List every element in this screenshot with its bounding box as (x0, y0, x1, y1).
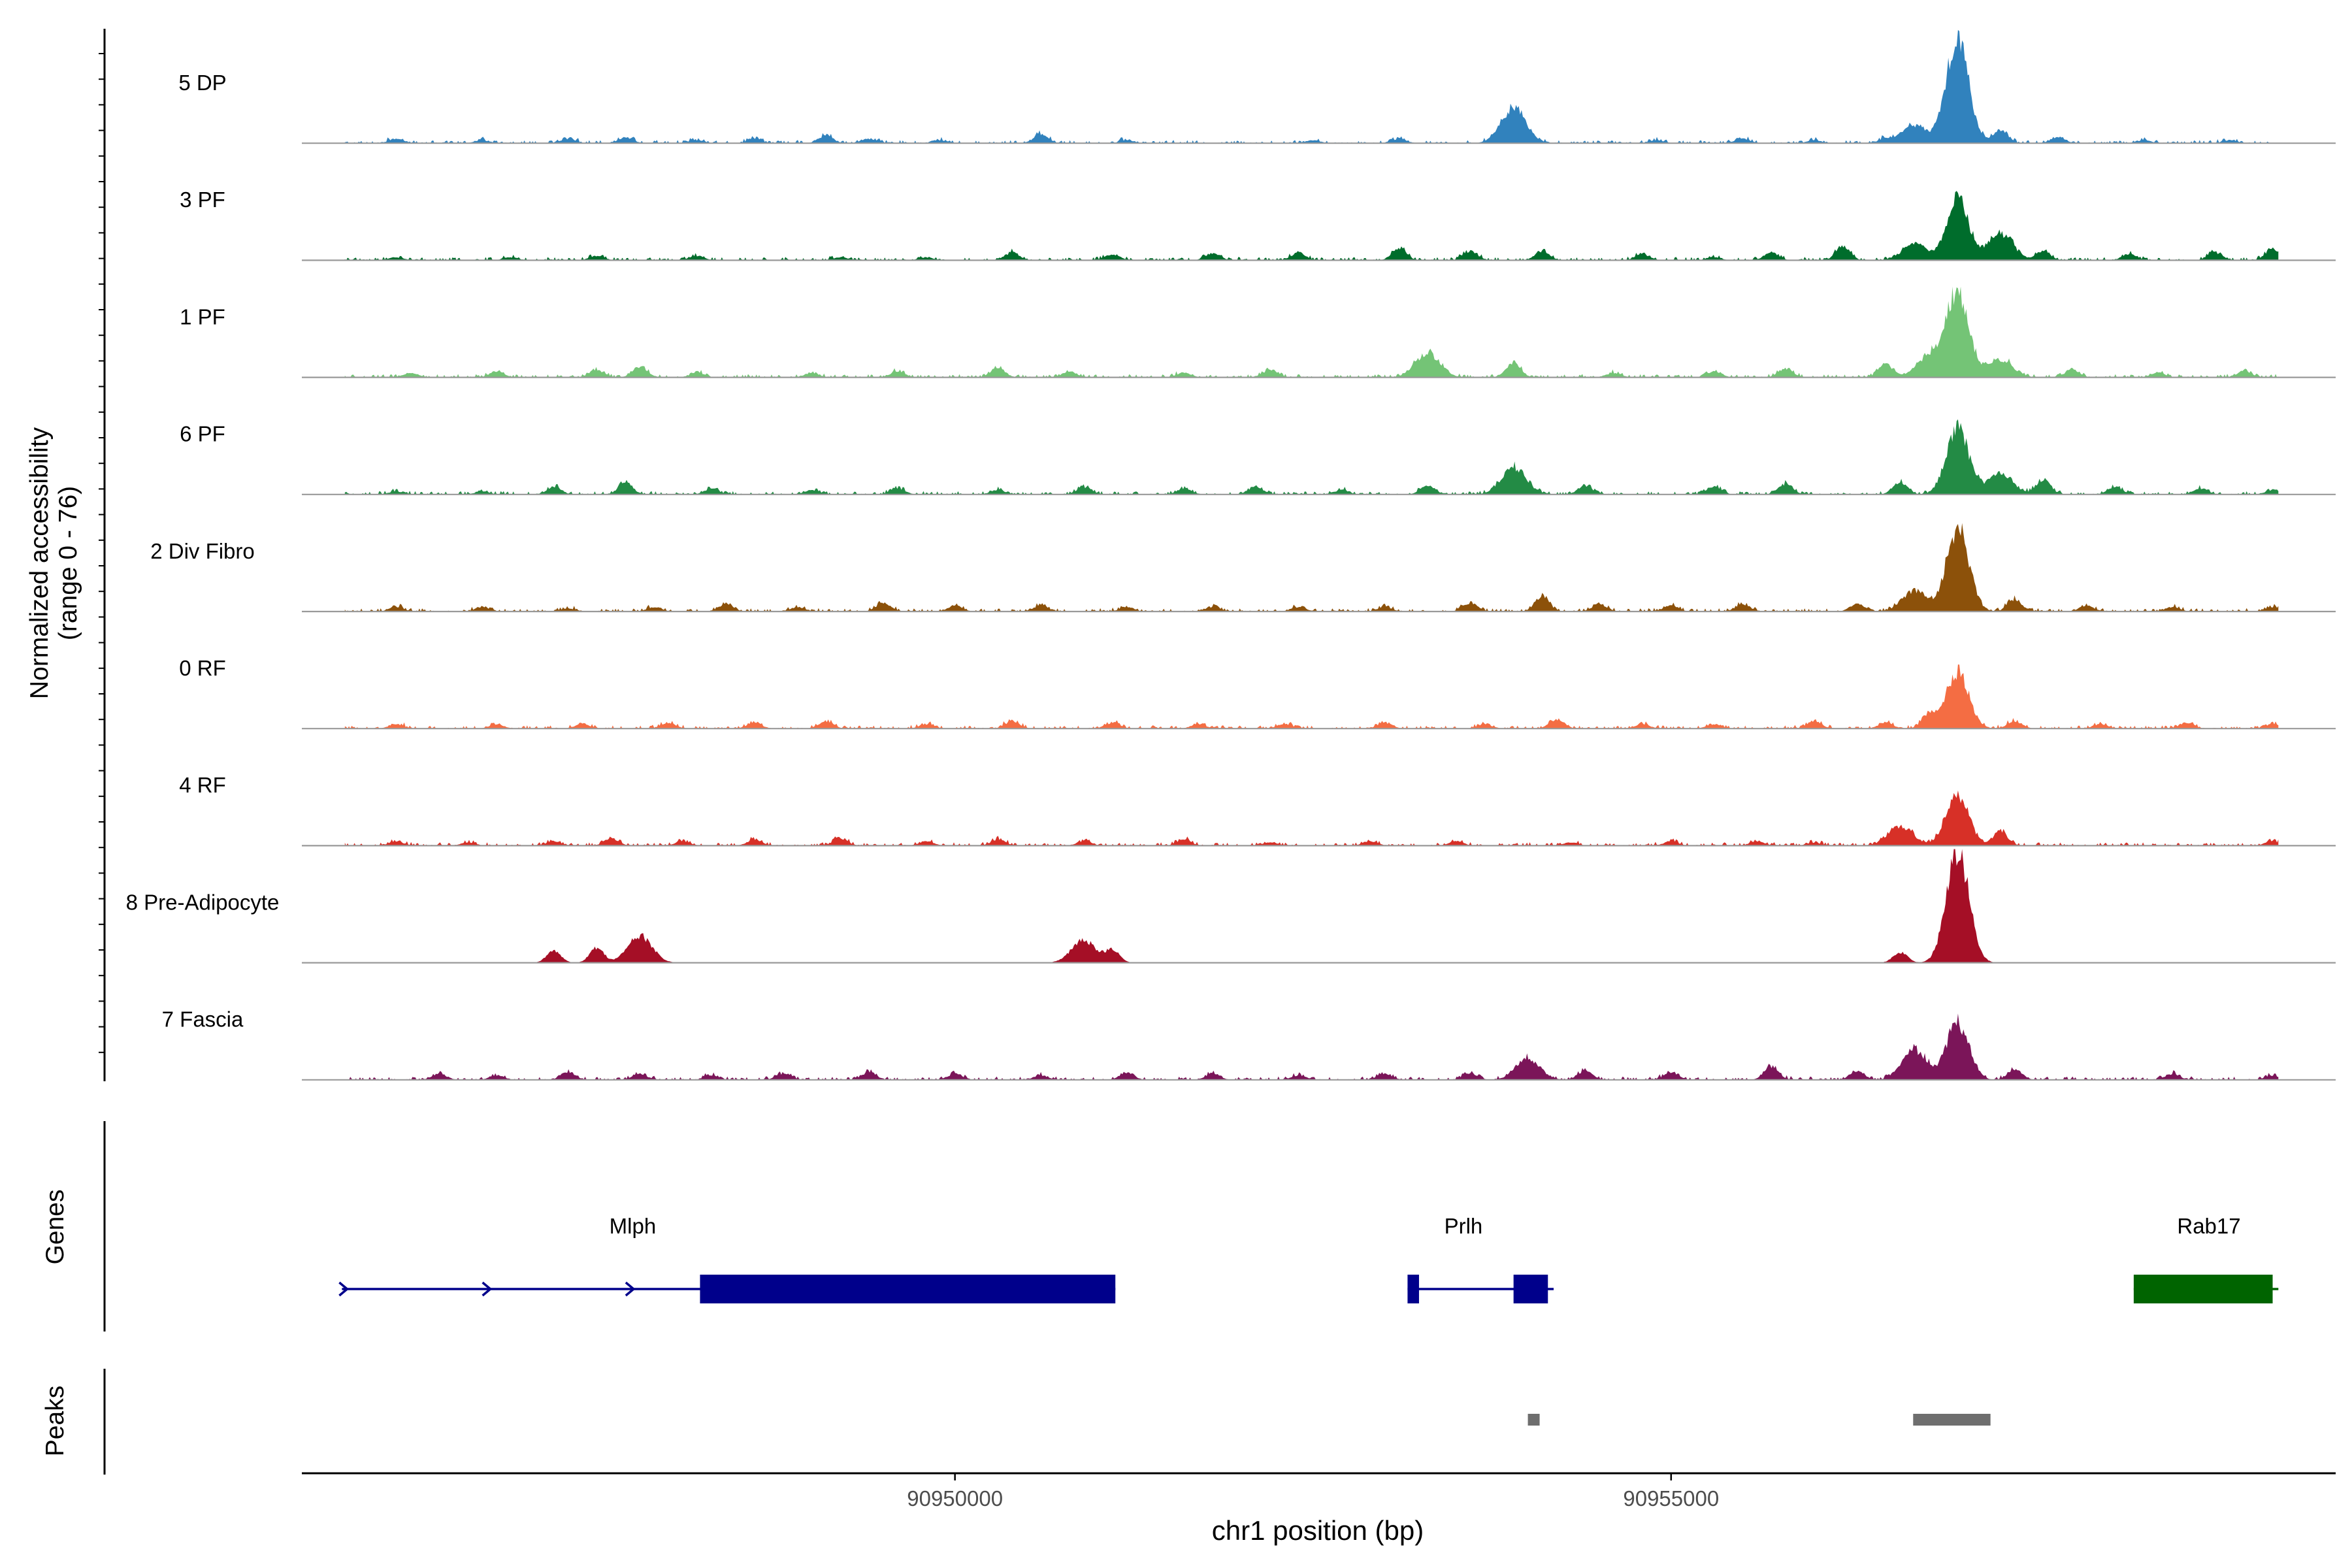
coverage-area (344, 790, 2279, 846)
x-axis: 90950000 90955000 (302, 1472, 2336, 1511)
x-axis-label: chr1 position (bp) (1212, 1515, 1424, 1546)
coverage-area (344, 286, 2279, 378)
track-label: 4 RF (179, 773, 226, 797)
coverage-tracks: 5 DP 3 PF 1 PF 6 PF 2 Div Fibro 0 RF 4 RF 8 Pre… (99, 29, 2336, 1081)
track-label: 7 Fascia (162, 1007, 244, 1032)
strand-arrow (482, 1281, 493, 1297)
gene-exon (700, 1275, 1116, 1303)
peak-region (1913, 1414, 1991, 1426)
genes-panel-label: Genes (41, 1190, 69, 1265)
gene-exon (1407, 1275, 1419, 1303)
gene-annotation-panel: Mlph Prlh Rab17 (103, 1121, 2279, 1331)
track-label: 3 PF (180, 188, 225, 212)
gene-exon (2133, 1275, 2273, 1303)
coverage-area (344, 849, 2279, 963)
coverage-area (344, 419, 2279, 495)
gene-label: Rab17 (2177, 1214, 2240, 1238)
coverage-area (344, 664, 2279, 729)
track-label: 2 Div Fibro (150, 539, 255, 563)
coverage-area (344, 29, 2279, 144)
strand-arrow (338, 1281, 350, 1297)
peak-region (1527, 1414, 1540, 1426)
track-label: 1 PF (180, 304, 225, 329)
strand-arrow (625, 1281, 636, 1297)
coverage-area (344, 523, 2279, 612)
coverage-area (344, 191, 2279, 261)
y-axis-label-line1: Normalized accessibility (25, 427, 54, 699)
x-tick-label: 90950000 (907, 1486, 1003, 1511)
gene-label: Mlph (610, 1214, 657, 1238)
x-tick-label: 90955000 (1623, 1486, 1719, 1511)
track-label: 6 PF (180, 422, 225, 446)
track-label: 5 DP (178, 71, 226, 95)
track-label: 0 RF (179, 656, 226, 680)
gene-label: Prlh (1445, 1214, 1483, 1238)
peaks-panel-label: Peaks (41, 1386, 69, 1456)
y-axis-label-line2: (range 0 - 76) (54, 486, 82, 640)
peaks-panel (103, 1369, 1991, 1475)
coverage-area (344, 1013, 2279, 1080)
track-label: 8 Pre-Adipocyte (126, 890, 280, 914)
gene-exon (1513, 1275, 1548, 1303)
